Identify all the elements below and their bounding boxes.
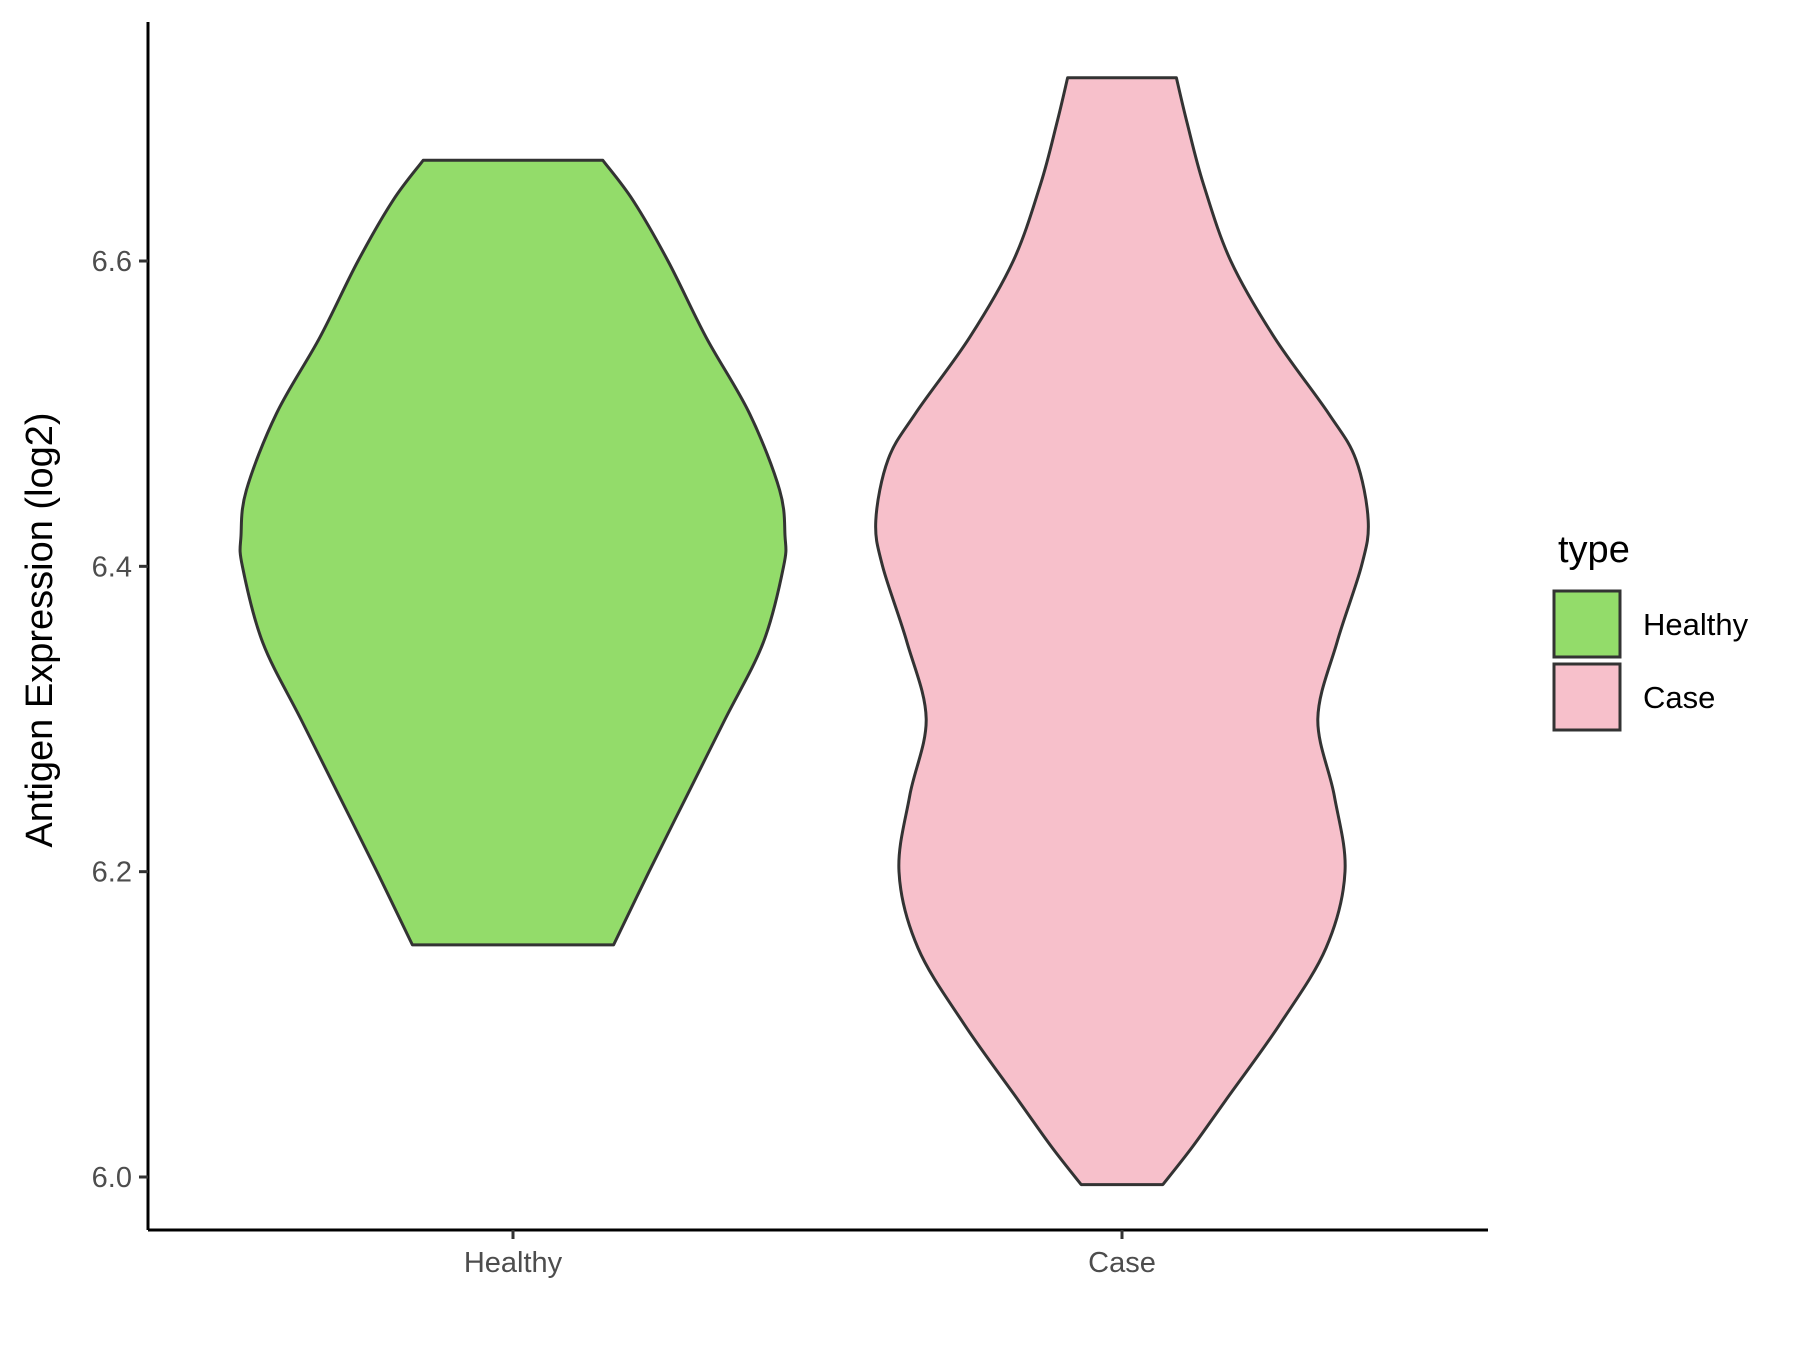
- legend: type Healthy Case: [1552, 529, 1749, 732]
- violin-healthy: [238, 158, 788, 947]
- y-tick-label: 6.2: [92, 857, 132, 889]
- x-tick-label: Case: [1088, 1247, 1156, 1279]
- y-tick-label: 6.4: [92, 551, 132, 583]
- y-tick-label: 6.6: [92, 246, 132, 278]
- x-axis-ticks: Healthy Case: [464, 1230, 1156, 1279]
- legend-label-healthy: Healthy: [1643, 607, 1749, 642]
- y-axis-ticks: 6.0 6.2 6.4 6.6: [92, 246, 148, 1194]
- legend-label-case: Case: [1643, 680, 1715, 715]
- x-tick-label: Healthy: [464, 1247, 563, 1279]
- legend-swatch-case: [1552, 662, 1622, 732]
- legend-title: type: [1558, 529, 1630, 571]
- violin-case: [874, 76, 1370, 1187]
- violins-layer: [238, 76, 1370, 1187]
- y-tick-label: 6.0: [92, 1162, 132, 1194]
- y-axis-title: Antigen Expression (log2): [19, 412, 61, 847]
- legend-swatch-healthy: [1552, 589, 1622, 659]
